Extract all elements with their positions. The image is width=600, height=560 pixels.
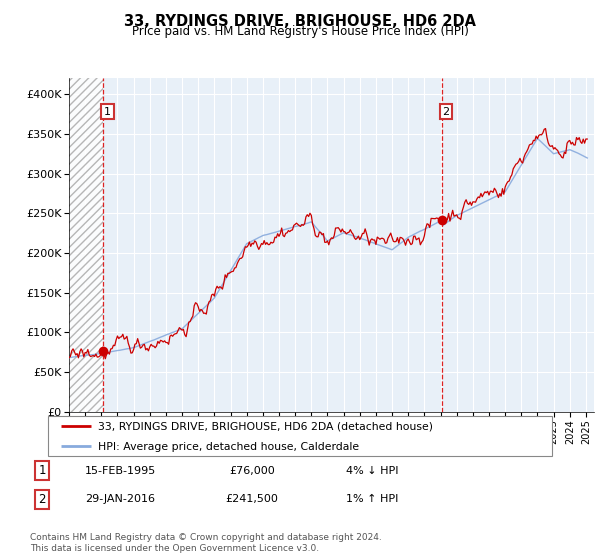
Text: 33, RYDINGS DRIVE, BRIGHOUSE, HD6 2DA: 33, RYDINGS DRIVE, BRIGHOUSE, HD6 2DA: [124, 14, 476, 29]
Text: 15-FEB-1995: 15-FEB-1995: [85, 466, 155, 476]
Text: HPI: Average price, detached house, Calderdale: HPI: Average price, detached house, Cald…: [98, 442, 359, 452]
Text: 2: 2: [38, 493, 46, 506]
Text: 29-JAN-2016: 29-JAN-2016: [85, 494, 155, 504]
Text: 1: 1: [38, 464, 46, 478]
Text: 33, RYDINGS DRIVE, BRIGHOUSE, HD6 2DA (detached house): 33, RYDINGS DRIVE, BRIGHOUSE, HD6 2DA (d…: [98, 422, 433, 432]
Text: 4% ↓ HPI: 4% ↓ HPI: [346, 466, 398, 476]
Text: 1% ↑ HPI: 1% ↑ HPI: [346, 494, 398, 504]
Text: 2: 2: [442, 107, 449, 116]
Text: 1: 1: [104, 107, 111, 116]
Text: Price paid vs. HM Land Registry's House Price Index (HPI): Price paid vs. HM Land Registry's House …: [131, 25, 469, 38]
FancyBboxPatch shape: [48, 416, 552, 456]
Text: £76,000: £76,000: [229, 466, 275, 476]
Bar: [69, 78, 103, 412]
Text: £241,500: £241,500: [226, 494, 278, 504]
Text: Contains HM Land Registry data © Crown copyright and database right 2024.
This d: Contains HM Land Registry data © Crown c…: [30, 533, 382, 553]
